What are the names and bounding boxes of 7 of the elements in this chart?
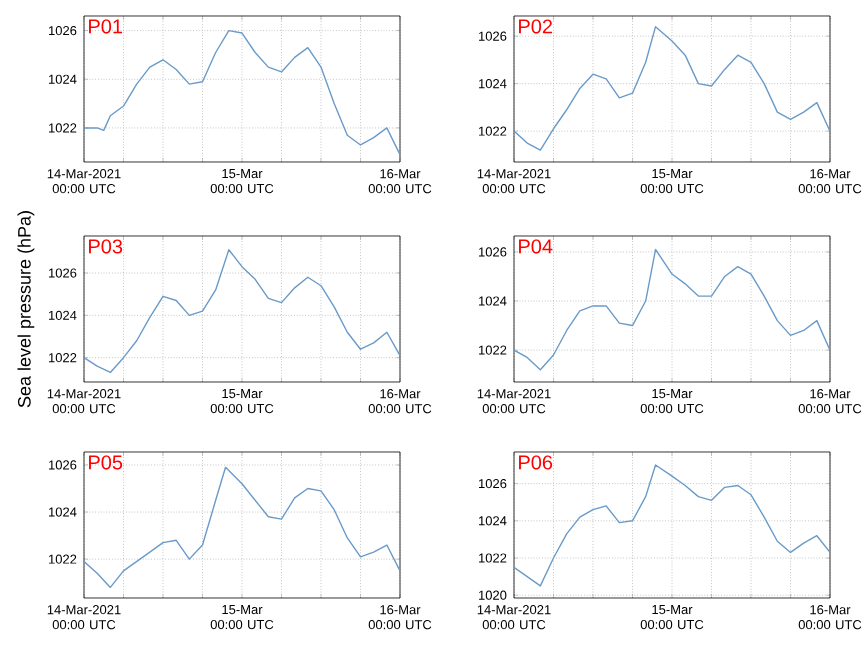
chart-title: P04 bbox=[519, 239, 553, 254]
y-axis-title: Sea level pressure (hPa) bbox=[17, 211, 35, 408]
chart-title: P03 bbox=[89, 239, 123, 254]
chart-title: P05 bbox=[89, 455, 123, 470]
chart-title: P06 bbox=[519, 455, 553, 470]
chart-title: P01 bbox=[89, 19, 123, 34]
chart-title: P02 bbox=[519, 19, 552, 34]
